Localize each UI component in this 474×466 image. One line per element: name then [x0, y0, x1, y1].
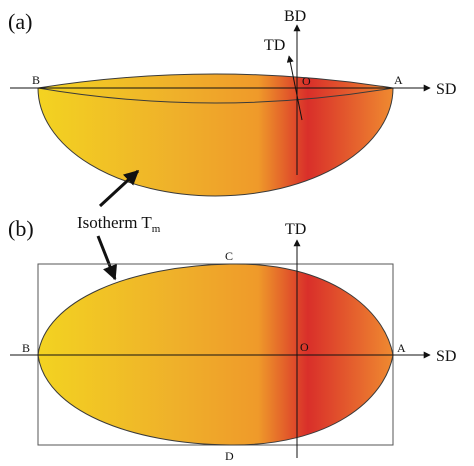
isotherm-label: Isotherm Tm [77, 213, 161, 235]
panel-a: (a) B O A SD BD TD [8, 8, 456, 197]
point-c: C [225, 249, 233, 263]
point-d: D [225, 449, 234, 463]
td-label-a: TD [264, 37, 285, 54]
td-axis-a [286, 55, 303, 121]
sd-label-a: SD [436, 81, 456, 98]
sd-label-b: SD [436, 348, 456, 365]
melt-pool-section-a [37, 73, 394, 197]
melt-pool-surface-edge [37, 87, 394, 104]
point-a-b: A [397, 341, 406, 355]
isotherm-callout: Isotherm Tm [77, 169, 161, 281]
point-o-b: O [300, 340, 309, 354]
point-b-a: B [32, 73, 40, 87]
panel-a-label: (a) [8, 9, 32, 34]
isotherm-arrow-down [96, 235, 118, 281]
melt-pool-top-view [37, 263, 394, 446]
panel-b-label: (b) [8, 216, 34, 241]
td-label-b: TD [285, 221, 306, 238]
isotherm-arrow-up [98, 169, 140, 208]
panel-b: (b) B O A C D SD TD [8, 216, 456, 463]
bd-label: BD [284, 8, 306, 25]
point-a-a: A [394, 73, 403, 87]
point-b-b: B [22, 341, 30, 355]
point-o-a: O [302, 74, 311, 88]
